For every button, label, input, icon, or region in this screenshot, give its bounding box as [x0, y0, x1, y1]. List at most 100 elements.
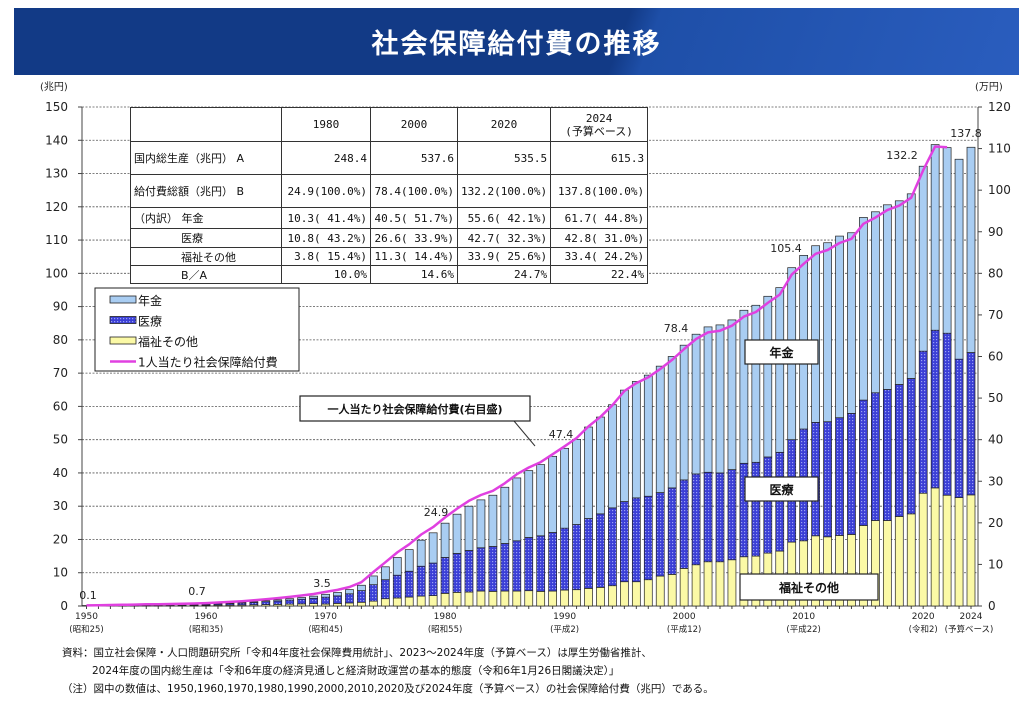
row-label: 福祉その他	[130, 247, 282, 266]
bar-pension	[524, 470, 534, 538]
bar-pension	[871, 211, 880, 394]
table-cell: 248.4	[281, 141, 371, 175]
bar-medical	[285, 599, 295, 605]
bar-medical	[679, 479, 689, 569]
bar-pension	[333, 592, 342, 597]
per-capita-callout-box	[299, 395, 531, 422]
x-tick-sublabel: (昭和35)	[189, 625, 223, 635]
x-tick-label: 1960	[195, 612, 218, 622]
bar-medical	[572, 524, 581, 591]
row-label: 医療	[130, 228, 282, 248]
x-tick-label: 2000	[673, 612, 696, 622]
data-label: 105.4	[770, 242, 802, 255]
bar-medical	[954, 358, 964, 498]
medical-annotation-box	[744, 476, 819, 502]
bar-pension	[859, 217, 868, 401]
bar-pension	[882, 204, 892, 390]
welfare-annotation: 福祉その他	[778, 580, 839, 595]
bar-welfare	[584, 588, 593, 607]
footer-source: 資料：国立社会保障・人口問題研究所「令和4年度社会保障費用統計」、2023～20…	[62, 647, 652, 659]
left-tick-label: 100	[45, 266, 68, 280]
bar-medical	[966, 352, 976, 496]
bar-medical	[620, 501, 629, 583]
table-header-row: 1980 2000 2020 2024 (予算ベース)	[130, 107, 649, 142]
bar-pension	[500, 486, 510, 544]
table-cell: 14.6%	[370, 265, 458, 284]
bar-medical	[631, 497, 641, 583]
bar-pension	[679, 344, 689, 481]
bar-welfare	[966, 494, 976, 607]
medical-annotation: 医療	[769, 482, 793, 497]
bar-medical	[273, 600, 283, 605]
data-label: 0.1	[79, 589, 97, 602]
right-tick-label: 120	[988, 100, 1011, 114]
x-tick-sublabel: (平成2)	[550, 624, 579, 635]
right-tick-label: 40	[988, 433, 1003, 447]
x-tick-label: 2010	[792, 612, 815, 622]
bar-medical	[404, 570, 414, 598]
table-row: 国内総生産（兆円） A 248.4 537.6 535.5 615.3	[130, 141, 649, 175]
per-capita-line	[86, 145, 948, 607]
right-tick-label: 100	[988, 183, 1011, 197]
bar-welfare	[500, 590, 510, 607]
bar-welfare	[643, 579, 653, 607]
bar-welfare	[620, 581, 629, 607]
bar-medical	[369, 584, 378, 602]
table-cell: 537.6	[370, 141, 458, 175]
bar-welfare	[954, 497, 964, 607]
title-banner: 社会保障給付費の推移	[14, 8, 1019, 75]
table-cell: 22.4%	[550, 265, 649, 284]
bar-pension	[596, 416, 605, 515]
bar-medical	[452, 553, 462, 593]
data-label: 3.5	[313, 577, 331, 590]
bar-welfare	[440, 593, 450, 607]
bar-medical	[428, 562, 438, 596]
bar-pension	[297, 597, 306, 600]
bar-medical	[500, 543, 510, 592]
left-tick-label: 80	[53, 333, 68, 347]
bar-medical	[715, 472, 725, 563]
left-tick-label: 90	[53, 300, 68, 314]
bar-pension	[572, 438, 581, 525]
bar-welfare	[404, 596, 414, 607]
bar-welfare	[930, 487, 940, 607]
bar-welfare	[345, 602, 354, 607]
bar-medical	[775, 451, 785, 552]
right-tick-label: 90	[988, 225, 1003, 239]
bar-welfare	[703, 561, 713, 607]
bar-medical	[691, 473, 701, 566]
x-tick-sublabel: (昭和55)	[428, 625, 462, 635]
bar-welfare	[416, 595, 426, 607]
data-label: 132.2	[886, 149, 918, 162]
bar-pension	[476, 499, 486, 549]
bar-welfare	[572, 589, 581, 607]
legend-swatch	[109, 295, 137, 304]
bar-pension	[548, 455, 558, 533]
bar-pension	[655, 365, 665, 493]
table-cell: 535.5	[456, 141, 552, 175]
left-tick-label: 130	[45, 167, 68, 181]
bar-medical	[847, 413, 856, 535]
right-tick-label: 70	[988, 308, 1003, 322]
table-header: 2000	[370, 107, 458, 142]
x-tick-label: 1980	[434, 612, 457, 622]
table-cell: 10.8( 43.2%)	[281, 228, 371, 248]
right-tick-label: 60	[988, 350, 1003, 364]
bar-medical	[763, 456, 773, 554]
table-cell: 3.8( 15.4%)	[281, 247, 371, 266]
bar-welfare	[942, 494, 952, 607]
bar-pension	[835, 235, 844, 419]
data-label: 24.9	[424, 506, 449, 519]
table-cell: 24.7%	[456, 265, 552, 284]
bar-pension	[763, 295, 773, 458]
left-tick-label: 30	[53, 499, 68, 513]
bar-welfare	[596, 587, 605, 607]
legend-label: 福祉その他	[138, 334, 198, 349]
right-tick-label: 80	[988, 266, 1003, 280]
bar-pension	[942, 147, 952, 334]
bar-medical	[835, 417, 844, 536]
bar-welfare	[715, 561, 725, 607]
bar-medical	[333, 595, 342, 604]
bar-medical	[655, 492, 665, 577]
